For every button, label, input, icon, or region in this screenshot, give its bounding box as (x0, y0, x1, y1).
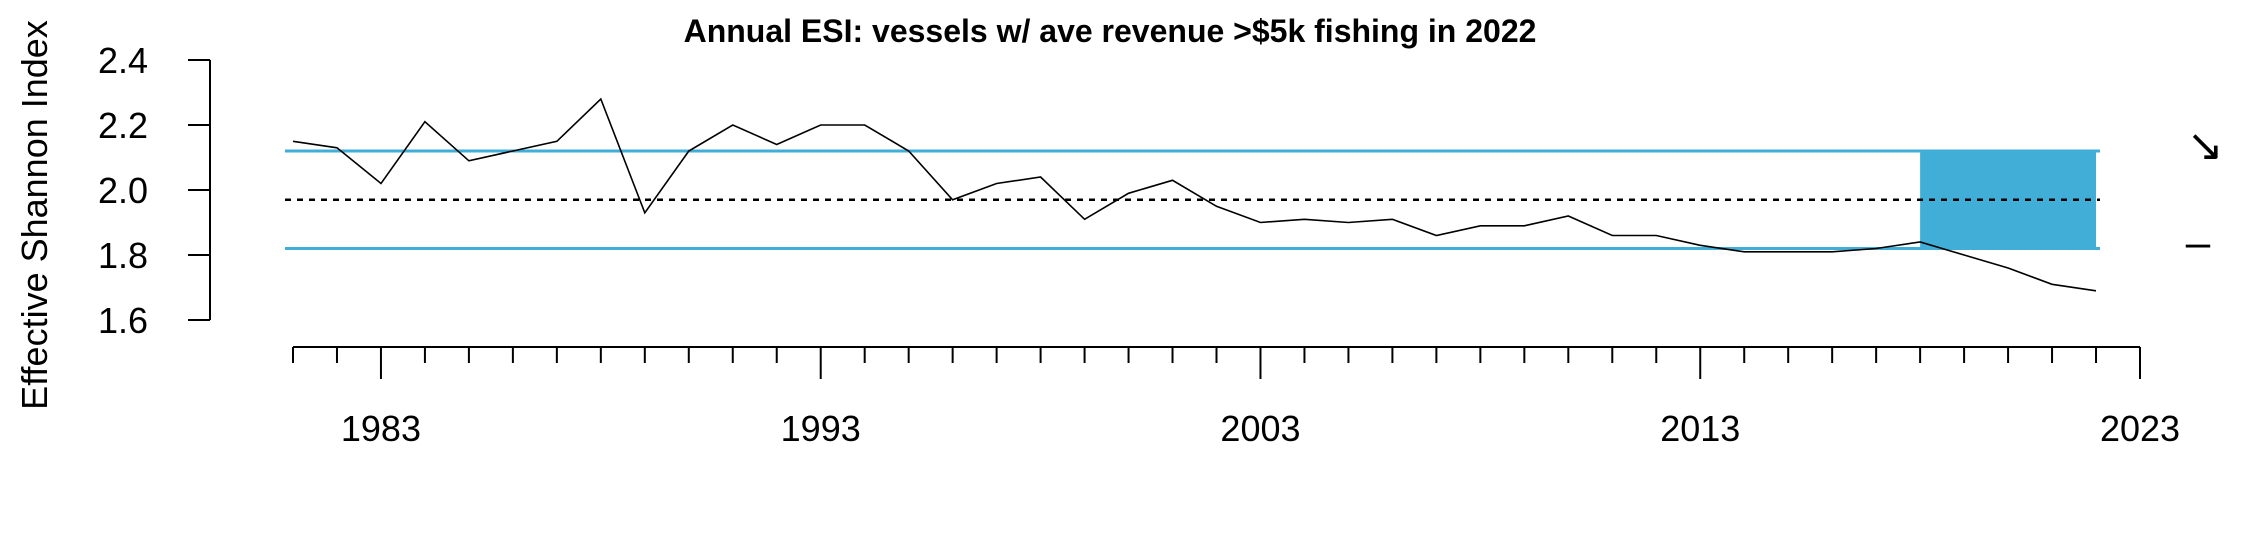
x-tick-label: 2023 (2100, 408, 2180, 449)
y-tick-label: 2.4 (98, 40, 148, 81)
y-tick-label: 2.2 (98, 105, 148, 146)
series-layer (292, 97, 2097, 292)
y-axis: 1.6 1.8 2.0 2.2 2.4 (98, 40, 211, 341)
x-tick-label: 1993 (781, 408, 861, 449)
x-tick-label: 1983 (341, 408, 421, 449)
x-axis: 1983 1993 2003 2013 2023 (292, 346, 2180, 449)
y-tick-label: 2.0 (98, 170, 148, 211)
y-tick-label: 1.6 (98, 300, 148, 341)
series-line-0 (292, 97, 2097, 292)
x-tick-label: 2013 (1660, 408, 1740, 449)
y-tick-label: 1.8 (98, 235, 148, 276)
x-tick-label: 2003 (1220, 408, 1300, 449)
mean-indicator-icon: – (2186, 218, 2211, 267)
y-axis-label: Effective Shannon Index (14, 20, 55, 410)
chart-title: Annual ESI: vessels w/ ave revenue >$5k … (684, 13, 1537, 49)
reference-lines-layer (285, 149, 2100, 250)
trend-indicator-icon: ↘ (2187, 121, 2224, 170)
